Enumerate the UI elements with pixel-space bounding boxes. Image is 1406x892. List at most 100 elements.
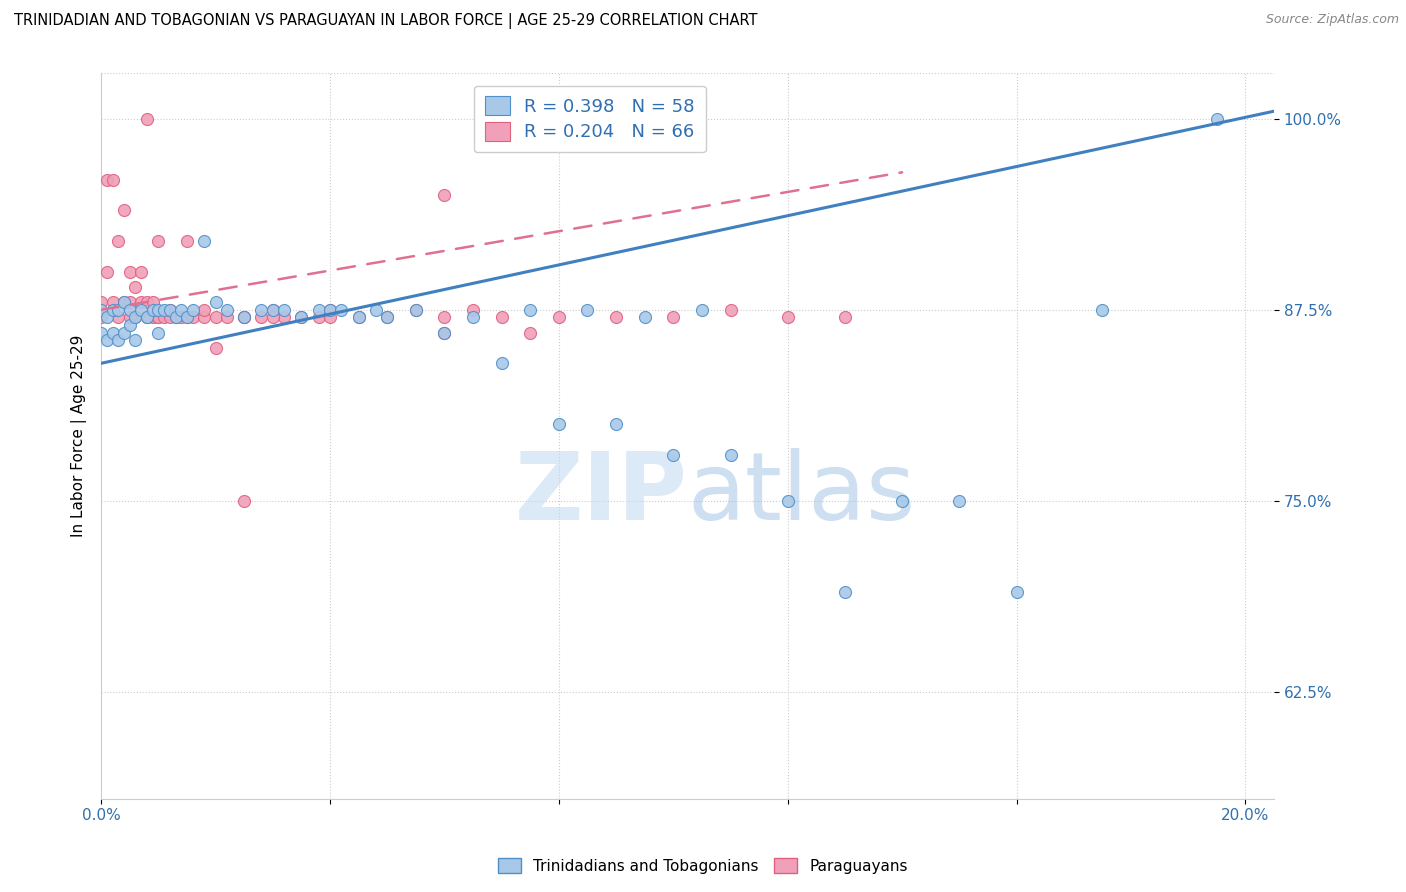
Point bbox=[159, 310, 181, 325]
Point bbox=[90, 326, 112, 340]
Point bbox=[135, 310, 157, 325]
Point bbox=[148, 326, 170, 340]
Point bbox=[605, 417, 627, 432]
Point bbox=[834, 585, 856, 599]
Text: Source: ZipAtlas.com: Source: ZipAtlas.com bbox=[1265, 13, 1399, 27]
Point bbox=[118, 295, 141, 310]
Y-axis label: In Labor Force | Age 25-29: In Labor Force | Age 25-29 bbox=[72, 334, 87, 537]
Point bbox=[547, 310, 569, 325]
Point bbox=[433, 326, 456, 340]
Point bbox=[153, 310, 176, 325]
Point bbox=[319, 310, 342, 325]
Point bbox=[273, 310, 295, 325]
Point bbox=[181, 302, 204, 317]
Point bbox=[547, 417, 569, 432]
Point bbox=[204, 310, 226, 325]
Point bbox=[262, 302, 284, 317]
Point bbox=[319, 302, 342, 317]
Point bbox=[101, 302, 124, 317]
Point bbox=[948, 493, 970, 508]
Point bbox=[204, 295, 226, 310]
Point bbox=[491, 356, 513, 370]
Legend: R = 0.398   N = 58, R = 0.204   N = 66: R = 0.398 N = 58, R = 0.204 N = 66 bbox=[474, 86, 706, 153]
Point bbox=[148, 302, 170, 317]
Point bbox=[129, 264, 152, 278]
Point bbox=[690, 302, 713, 317]
Point bbox=[135, 310, 157, 325]
Legend: Trinidadians and Tobagonians, Paraguayans: Trinidadians and Tobagonians, Paraguayan… bbox=[492, 852, 914, 880]
Point bbox=[233, 493, 256, 508]
Point bbox=[215, 310, 238, 325]
Point bbox=[159, 302, 181, 317]
Point bbox=[1005, 585, 1028, 599]
Point bbox=[405, 302, 427, 317]
Point bbox=[176, 234, 198, 248]
Point bbox=[107, 302, 129, 317]
Point bbox=[319, 302, 342, 317]
Point bbox=[135, 112, 157, 126]
Point bbox=[204, 341, 226, 355]
Point bbox=[90, 295, 112, 310]
Point bbox=[148, 310, 170, 325]
Point bbox=[129, 302, 152, 317]
Point bbox=[662, 448, 685, 462]
Point bbox=[273, 302, 295, 317]
Point bbox=[101, 326, 124, 340]
Point bbox=[107, 234, 129, 248]
Point bbox=[165, 310, 187, 325]
Point bbox=[233, 310, 256, 325]
Point bbox=[124, 334, 146, 348]
Point bbox=[347, 310, 370, 325]
Point bbox=[347, 310, 370, 325]
Point bbox=[165, 310, 187, 325]
Point bbox=[170, 310, 193, 325]
Point bbox=[101, 173, 124, 187]
Point bbox=[96, 173, 118, 187]
Point bbox=[308, 310, 330, 325]
Point bbox=[118, 310, 141, 325]
Point bbox=[142, 310, 165, 325]
Point bbox=[250, 302, 273, 317]
Point bbox=[662, 310, 685, 325]
Point bbox=[118, 264, 141, 278]
Point bbox=[405, 302, 427, 317]
Point bbox=[433, 188, 456, 202]
Point bbox=[176, 310, 198, 325]
Point bbox=[112, 295, 135, 310]
Point bbox=[330, 302, 353, 317]
Point bbox=[634, 310, 657, 325]
Point bbox=[290, 310, 312, 325]
Point bbox=[142, 302, 165, 317]
Point bbox=[124, 310, 146, 325]
Point bbox=[262, 302, 284, 317]
Point bbox=[181, 310, 204, 325]
Point bbox=[891, 493, 914, 508]
Point bbox=[491, 310, 513, 325]
Point bbox=[519, 326, 541, 340]
Point bbox=[1205, 112, 1227, 126]
Point bbox=[576, 302, 599, 317]
Point bbox=[112, 326, 135, 340]
Point bbox=[193, 302, 215, 317]
Point bbox=[250, 310, 273, 325]
Point bbox=[90, 310, 112, 325]
Point bbox=[364, 302, 387, 317]
Point bbox=[170, 302, 193, 317]
Point bbox=[159, 302, 181, 317]
Point bbox=[834, 310, 856, 325]
Point bbox=[129, 295, 152, 310]
Point bbox=[124, 280, 146, 294]
Point bbox=[148, 310, 170, 325]
Point bbox=[233, 310, 256, 325]
Point bbox=[375, 310, 398, 325]
Point bbox=[461, 302, 484, 317]
Point bbox=[433, 310, 456, 325]
Point bbox=[135, 295, 157, 310]
Point bbox=[142, 295, 165, 310]
Point bbox=[90, 302, 112, 317]
Point bbox=[112, 295, 135, 310]
Point bbox=[720, 302, 742, 317]
Point bbox=[96, 264, 118, 278]
Point bbox=[176, 310, 198, 325]
Point bbox=[96, 334, 118, 348]
